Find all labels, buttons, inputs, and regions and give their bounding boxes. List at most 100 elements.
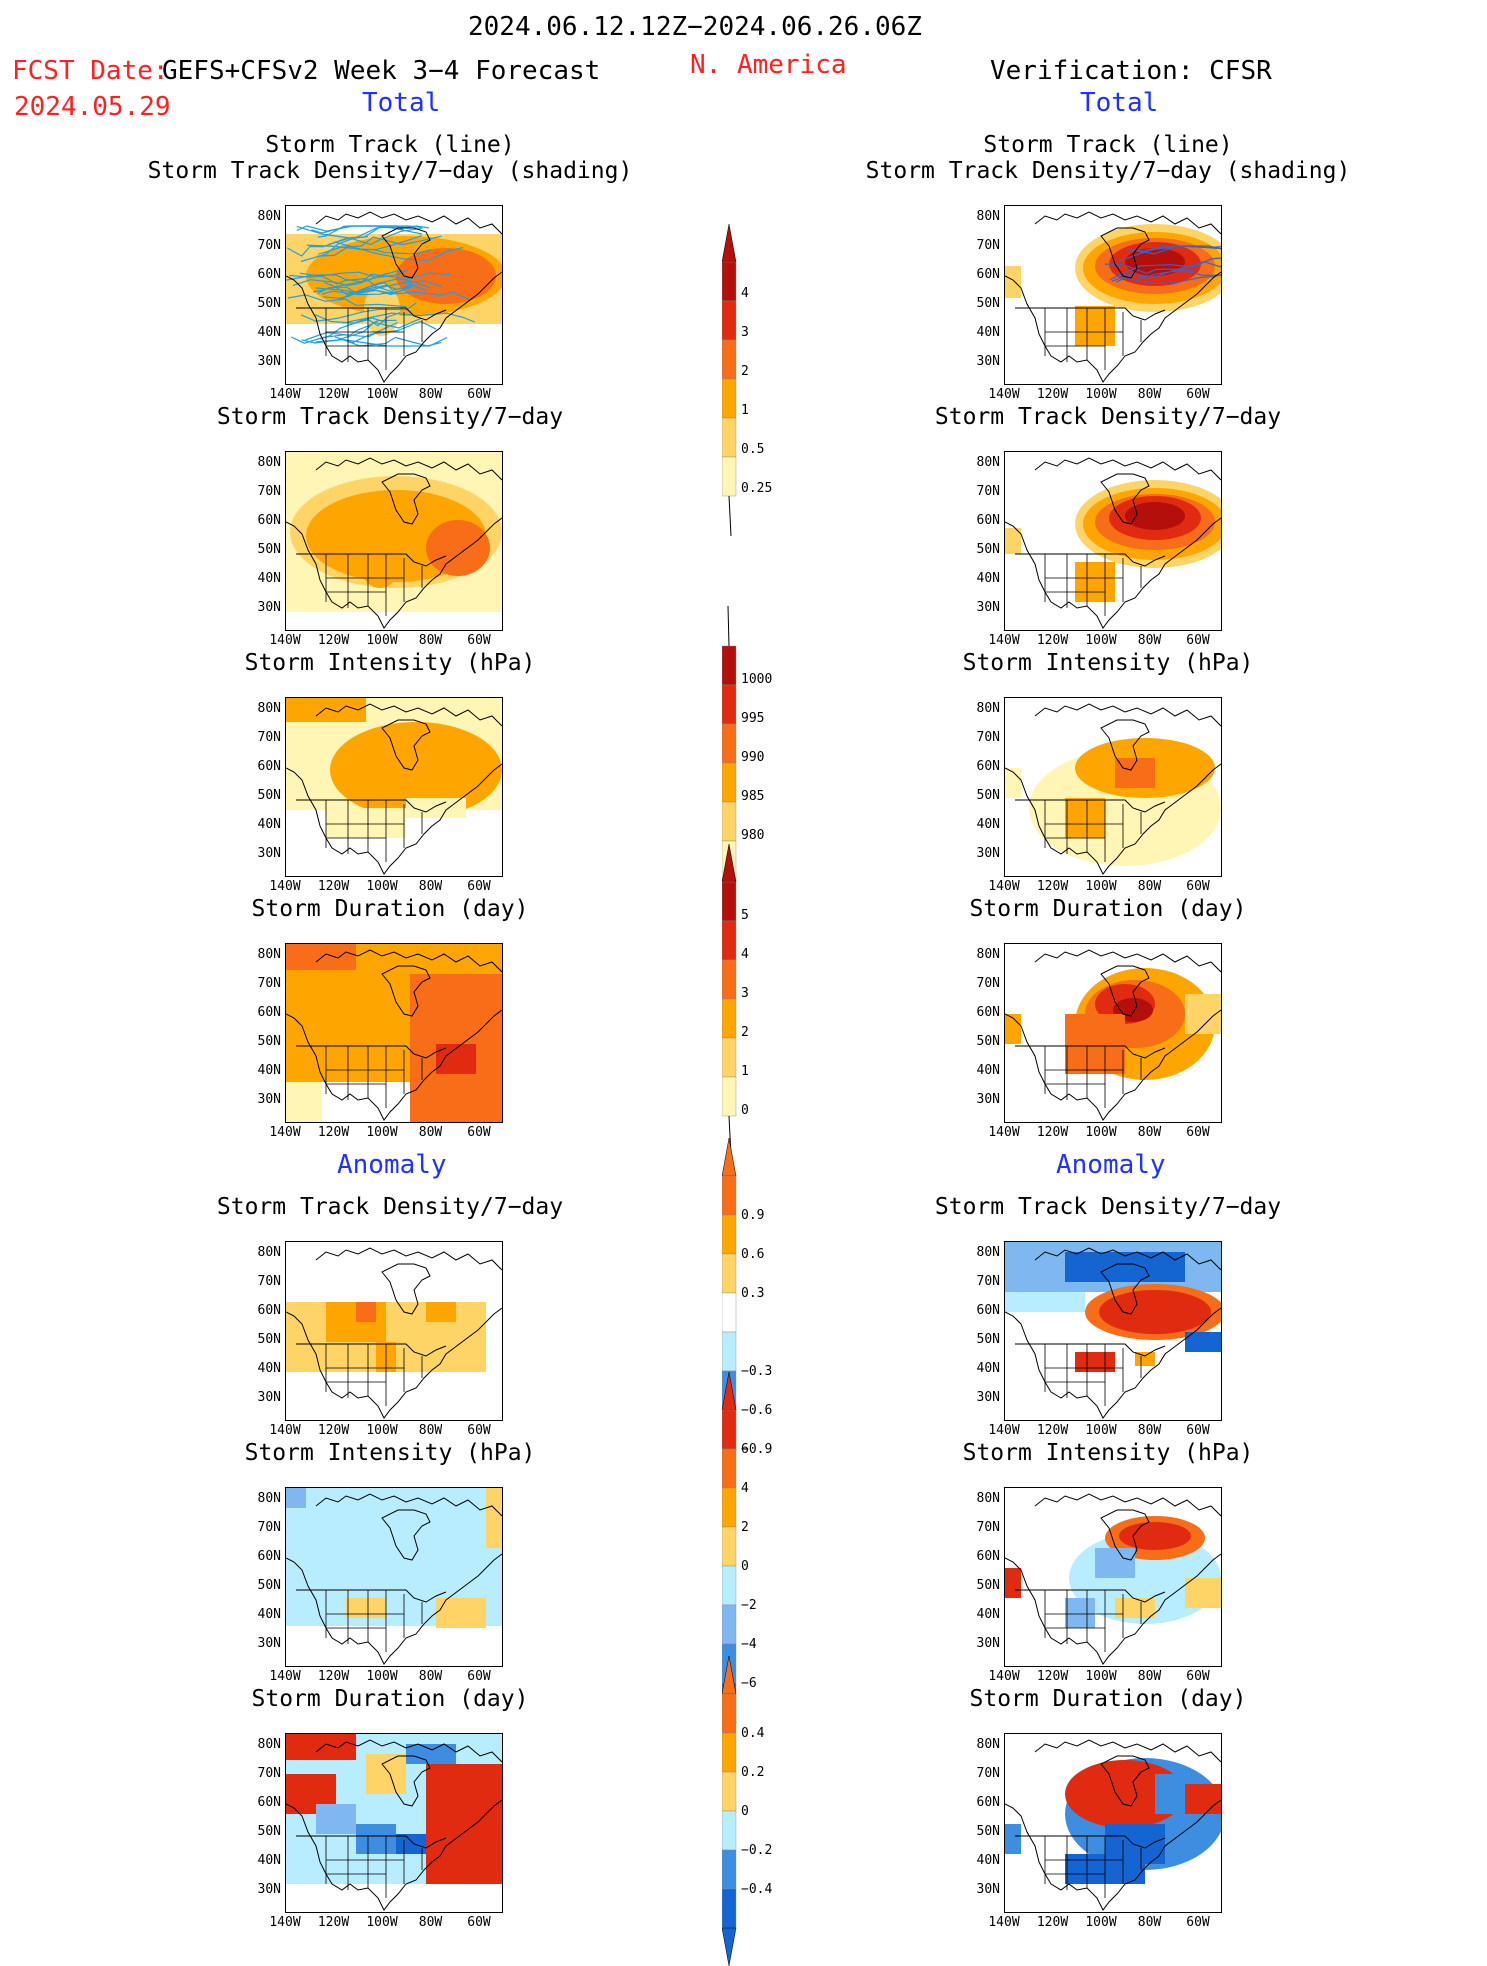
latitude-tick-label: 80N bbox=[976, 209, 1000, 224]
longitude-tick-label: 140W bbox=[988, 1669, 1020, 1684]
shading-cell bbox=[1185, 1578, 1221, 1608]
coastline bbox=[1005, 1553, 1221, 1665]
latitude-tick-label: 50N bbox=[976, 296, 1000, 311]
hudson-bay-coastline bbox=[381, 473, 431, 525]
colorbar-tick-label: 0.5 bbox=[741, 442, 764, 457]
latitude-tick-label: 50N bbox=[976, 788, 1000, 803]
latitude-tick-label: 70N bbox=[976, 730, 1000, 745]
longitude-tick-label: 80W bbox=[418, 1669, 443, 1684]
coastline bbox=[1005, 271, 1221, 383]
longitude-tick-label: 80W bbox=[1137, 1915, 1162, 1930]
longitude-tick-label: 60W bbox=[1186, 1669, 1210, 1684]
arctic-coastline bbox=[315, 703, 502, 727]
longitude-tick-label: 120W bbox=[1036, 633, 1069, 648]
longitude-tick-label: 100W bbox=[366, 1125, 398, 1140]
arctic-coastline bbox=[1034, 1247, 1221, 1271]
us-canada-border bbox=[296, 1835, 447, 1849]
storm-track-line bbox=[289, 269, 409, 279]
colorbar-segment bbox=[722, 1214, 737, 1255]
colorbar-segment bbox=[722, 1409, 737, 1450]
state-borders bbox=[325, 800, 423, 862]
storm-track-line bbox=[1125, 245, 1221, 252]
storm-track-line bbox=[328, 225, 429, 246]
shading-cell bbox=[1075, 562, 1115, 602]
longitude-tick-label: 60W bbox=[1186, 1423, 1210, 1438]
storm-track-line bbox=[296, 225, 423, 246]
latitude-tick-label: 70N bbox=[257, 730, 281, 745]
latitude-tick-label: 30N bbox=[257, 1390, 281, 1405]
latitude-tick-label: 70N bbox=[257, 1274, 281, 1289]
us-canada-border bbox=[296, 307, 447, 321]
title-duration-left: Storm Duration (day) bbox=[251, 896, 529, 922]
shading-cell bbox=[436, 1598, 486, 1628]
colorbar-density-total: 0.25 0.5 1 2 3 4 bbox=[722, 224, 822, 536]
storm-track-line bbox=[333, 241, 464, 262]
longitude-tick-label: 140W bbox=[269, 1915, 301, 1930]
coastline bbox=[1005, 517, 1221, 629]
colorbar-arrow-bottom bbox=[722, 1927, 737, 1966]
fcst-date-label: FCST Date: bbox=[12, 56, 169, 86]
colorbar-tail bbox=[728, 495, 732, 536]
map-panel-left-5 bbox=[285, 1487, 503, 1667]
coastline bbox=[286, 517, 502, 629]
shading-cell bbox=[1005, 266, 1021, 298]
latitude-tick-label: 80N bbox=[976, 701, 1000, 716]
longitude-tick-label: 120W bbox=[317, 1669, 350, 1684]
colorbar-segment bbox=[722, 920, 737, 961]
colorbar-tick-label: 6 bbox=[741, 1442, 749, 1457]
latitude-tick-label: 70N bbox=[976, 1274, 1000, 1289]
longitude-tick-label: 60W bbox=[467, 1915, 491, 1930]
map-panel-left-3 bbox=[285, 943, 503, 1123]
shading-cell bbox=[1075, 306, 1115, 346]
arctic-coastline bbox=[1034, 1493, 1221, 1517]
map-canvas bbox=[1005, 1242, 1221, 1419]
state-borders bbox=[1044, 1344, 1142, 1406]
latitude-tick-label: 60N bbox=[976, 759, 1000, 774]
colorbar-segment bbox=[722, 684, 737, 725]
map-canvas bbox=[1005, 1493, 1221, 1665]
latitude-tick-label: 50N bbox=[257, 1824, 281, 1839]
longitude-tick-label: 80W bbox=[1137, 1125, 1162, 1140]
latitude-tick-label: 30N bbox=[976, 1390, 1000, 1405]
us-canada-border bbox=[1015, 1343, 1166, 1357]
longitude-tick-label: 100W bbox=[1085, 879, 1117, 894]
longitude-tick-label: 140W bbox=[269, 1423, 301, 1438]
storm-track-line bbox=[1104, 263, 1195, 275]
colorbar-segment bbox=[722, 959, 737, 1000]
us-canada-border bbox=[1015, 553, 1166, 567]
colorbar-tick-label: −6 bbox=[741, 1676, 757, 1691]
hudson-bay-coastline bbox=[1100, 1263, 1150, 1315]
colorbar-segment bbox=[722, 998, 737, 1039]
colorbar-tick-label: 990 bbox=[741, 750, 764, 765]
arctic-coastline bbox=[1034, 1739, 1221, 1763]
shading-cell bbox=[326, 808, 406, 838]
colorbar-tick-label: 3 bbox=[741, 325, 749, 340]
longitude-tick-label: 120W bbox=[1036, 387, 1069, 402]
shading-cell bbox=[1005, 528, 1021, 554]
latitude-tick-label: 50N bbox=[976, 1578, 1000, 1593]
colorbar-segment bbox=[722, 1565, 737, 1606]
coastline bbox=[1005, 1009, 1221, 1121]
longitude-tick-label: 100W bbox=[366, 1915, 398, 1930]
longitude-tick-label: 80W bbox=[418, 633, 443, 648]
colorbar-tick-label: −0.6 bbox=[741, 1403, 772, 1418]
title-duration-anom-left: Storm Duration (day) bbox=[251, 1686, 529, 1712]
colorbar-segment bbox=[722, 1693, 737, 1734]
latitude-tick-label: 70N bbox=[257, 1766, 281, 1781]
shading-cell bbox=[286, 1082, 322, 1122]
longitude-tick-label: 60W bbox=[1186, 387, 1210, 402]
storm-track-line bbox=[334, 320, 437, 344]
colorbar-segment bbox=[722, 1771, 737, 1812]
hudson-bay-coastline bbox=[381, 965, 431, 1017]
map-canvas bbox=[1005, 703, 1221, 875]
latitude-tick-label: 40N bbox=[976, 1853, 1000, 1868]
coastline bbox=[286, 763, 502, 875]
colorbar-arrow-top bbox=[722, 1656, 737, 1695]
latitude-tick-label: 60N bbox=[257, 267, 281, 282]
colorbar-segment bbox=[722, 645, 737, 686]
us-canada-border bbox=[296, 553, 447, 567]
longitude-tick-label: 60W bbox=[467, 879, 491, 894]
storm-track-line bbox=[319, 317, 387, 340]
latitude-tick-label: 50N bbox=[976, 1332, 1000, 1347]
map-panel-right-4 bbox=[1004, 1241, 1222, 1421]
